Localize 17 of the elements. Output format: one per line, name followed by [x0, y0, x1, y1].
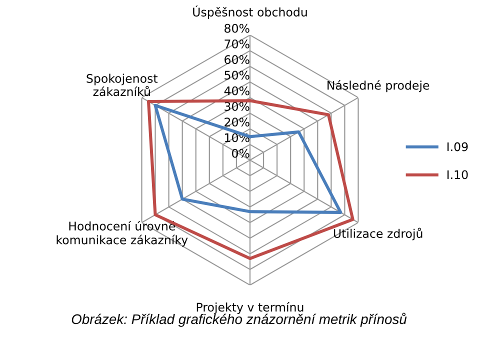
y-tick-label: 30%	[224, 102, 250, 111]
legend-label: I.09	[447, 142, 468, 152]
y-tick-label: 20%	[224, 118, 250, 127]
text: Obrázek: Příklad grafického znázornění metrik přínosů	[72, 312, 407, 327]
spoke-label: Spokojenost zákazníků	[86, 74, 158, 96]
spoke-label: Projekty v termínu	[196, 302, 304, 314]
spoke-label: Úspěšnost obchodu	[193, 5, 307, 19]
legend-label: I.10	[447, 170, 468, 180]
y-tick-label: 40%	[224, 86, 250, 96]
spoke-label: Utilizace zdrojů	[334, 228, 422, 240]
y-tick-label: 80%	[224, 24, 250, 33]
y-tick-label: 0%	[232, 148, 250, 158]
y-tick-label: 60%	[224, 55, 250, 64]
y-tick-label: 50%	[224, 70, 250, 80]
spoke-label: Hodnocení úrovně komunikace zákazníky	[56, 220, 188, 247]
y-tick-label: 70%	[224, 39, 250, 48]
spoke-label: Následné prodeje	[328, 80, 430, 92]
